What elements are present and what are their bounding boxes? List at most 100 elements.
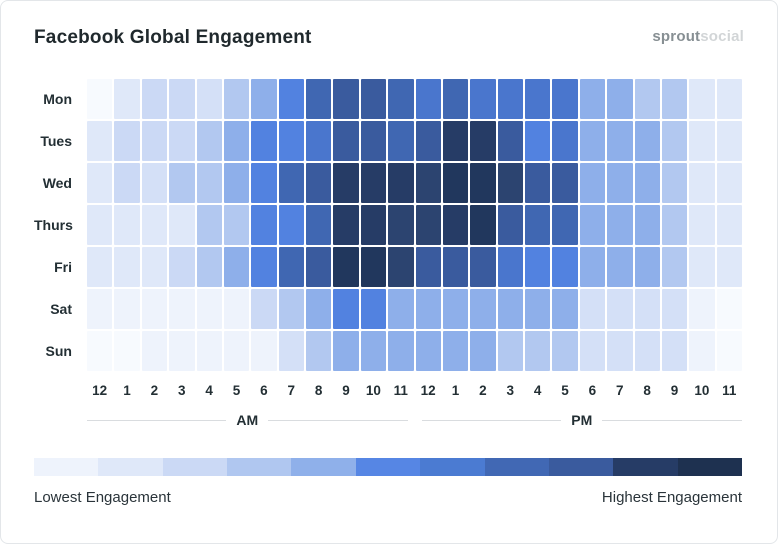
heatmap-cell bbox=[169, 121, 195, 161]
heatmap-cell bbox=[525, 247, 551, 287]
heatmap-cell bbox=[278, 247, 304, 287]
heatmap-cell bbox=[223, 205, 250, 245]
heatmap-cell bbox=[141, 163, 168, 203]
heatmap-cell bbox=[634, 121, 660, 161]
heatmap-cell bbox=[278, 121, 304, 161]
heatmap-cell bbox=[634, 163, 660, 203]
heatmap-cell bbox=[552, 289, 578, 329]
heatmap-cell bbox=[470, 289, 496, 329]
heatmap-cell bbox=[141, 289, 168, 329]
heatmap-cell bbox=[278, 331, 304, 371]
heatmap-cell bbox=[442, 289, 469, 329]
heatmap-cell bbox=[306, 121, 332, 161]
heatmap-cell bbox=[689, 163, 715, 203]
heatmap-row-cells bbox=[87, 163, 742, 203]
heatmap-cell bbox=[333, 163, 359, 203]
heatmap-cell bbox=[360, 121, 387, 161]
heatmap-cell bbox=[552, 247, 578, 287]
day-label: Tues bbox=[40, 133, 72, 149]
heatmap-row-cells bbox=[87, 79, 742, 119]
hour-axis: 12 1 2 3 4 5 6 7 8 9 10 11 12 1 2 3 4 5 6 7 8 9 10 11 bbox=[34, 383, 742, 398]
heatmap-cell bbox=[306, 163, 332, 203]
heatmap-cell bbox=[525, 163, 551, 203]
legend-color-block bbox=[677, 458, 742, 476]
heatmap-cell bbox=[223, 247, 250, 287]
ampm-dividers: AM PM bbox=[87, 412, 742, 428]
heatmap-cell bbox=[661, 79, 688, 119]
hour-tick-label: 2 bbox=[479, 383, 487, 398]
heatmap-cell bbox=[661, 247, 688, 287]
heatmap-cell bbox=[661, 121, 688, 161]
heatmap-cell bbox=[251, 331, 277, 371]
day-label: Sun bbox=[45, 343, 72, 359]
hour-labels: 12 1 2 3 4 5 6 7 8 9 10 11 12 1 2 3 4 5 6 7 8 9 10 11 bbox=[87, 383, 742, 398]
heatmap-cell bbox=[579, 79, 606, 119]
heatmap-cell bbox=[497, 121, 523, 161]
hour-tick-label: 7 bbox=[287, 383, 296, 398]
hour-tick-label: 2 bbox=[150, 383, 159, 398]
day-label: Mon bbox=[43, 91, 72, 107]
heatmap-row: Fri bbox=[34, 247, 742, 287]
heatmap-cell bbox=[114, 163, 140, 203]
heatmap-cell bbox=[470, 247, 496, 287]
heatmap-cell bbox=[141, 205, 168, 245]
day-label: Sat bbox=[50, 301, 72, 317]
heatmap-cell bbox=[607, 289, 633, 329]
hour-tick-label: 9 bbox=[670, 383, 679, 398]
period-divider: PM bbox=[421, 412, 742, 428]
legend-color-block bbox=[613, 458, 678, 476]
heatmap-cell bbox=[689, 79, 715, 119]
heatmap-cell bbox=[223, 79, 250, 119]
heatmap-cell bbox=[251, 247, 277, 287]
heatmap-cell bbox=[223, 331, 250, 371]
heatmap-cell bbox=[388, 79, 414, 119]
hour-tick-label: 10 bbox=[365, 383, 381, 398]
chart-header: Facebook Global Engagement sproutsocial bbox=[1, 1, 777, 49]
heatmap-cell bbox=[114, 205, 140, 245]
legend-labels: Lowest Engagement Highest Engagement bbox=[34, 489, 742, 506]
heatmap-cell bbox=[169, 289, 195, 329]
heatmap-cell bbox=[251, 79, 277, 119]
heatmap-cell bbox=[579, 121, 606, 161]
page-title: Facebook Global Engagement bbox=[34, 27, 312, 48]
logo-text-social: social bbox=[700, 28, 744, 45]
heatmap-cell bbox=[87, 205, 113, 245]
heatmap-cell bbox=[607, 121, 633, 161]
heatmap-cell bbox=[114, 79, 140, 119]
divider-line bbox=[421, 419, 562, 421]
hour-tick-label: 12 bbox=[420, 383, 436, 398]
heatmap-row-cells bbox=[87, 247, 742, 287]
heatmap-cell bbox=[196, 121, 222, 161]
heatmap-row: Thurs bbox=[34, 205, 742, 245]
period-divider: AM bbox=[87, 412, 408, 428]
hour-tick-label: 1 bbox=[123, 383, 131, 398]
heatmap-cell bbox=[251, 121, 277, 161]
heatmap-cell bbox=[579, 205, 606, 245]
heatmap-cell bbox=[634, 289, 660, 329]
heatmap-cell bbox=[360, 79, 387, 119]
heatmap-cell bbox=[415, 205, 441, 245]
heatmap-cell bbox=[497, 289, 523, 329]
heatmap-cell bbox=[689, 205, 715, 245]
legend-color-block bbox=[98, 458, 163, 476]
divider-line bbox=[87, 419, 227, 421]
legend-gradient-bar bbox=[34, 458, 742, 476]
heatmap-cell bbox=[333, 79, 359, 119]
heatmap-cell bbox=[196, 247, 222, 287]
heatmap-cell bbox=[196, 163, 222, 203]
heatmap-cell bbox=[415, 79, 441, 119]
heatmap-cell bbox=[497, 247, 523, 287]
heatmap-cell bbox=[141, 121, 168, 161]
heatmap-cell bbox=[306, 79, 332, 119]
day-label: Fri bbox=[54, 259, 72, 275]
heatmap-cell bbox=[141, 79, 168, 119]
heatmap-cell bbox=[525, 79, 551, 119]
heatmap-cell bbox=[579, 247, 606, 287]
heatmap-cell bbox=[223, 289, 250, 329]
heatmap-cell bbox=[552, 121, 578, 161]
heatmap-cell bbox=[114, 289, 140, 329]
heatmap-cell bbox=[607, 205, 633, 245]
heatmap-cell bbox=[497, 163, 523, 203]
heatmap-row: Wed bbox=[34, 163, 742, 203]
